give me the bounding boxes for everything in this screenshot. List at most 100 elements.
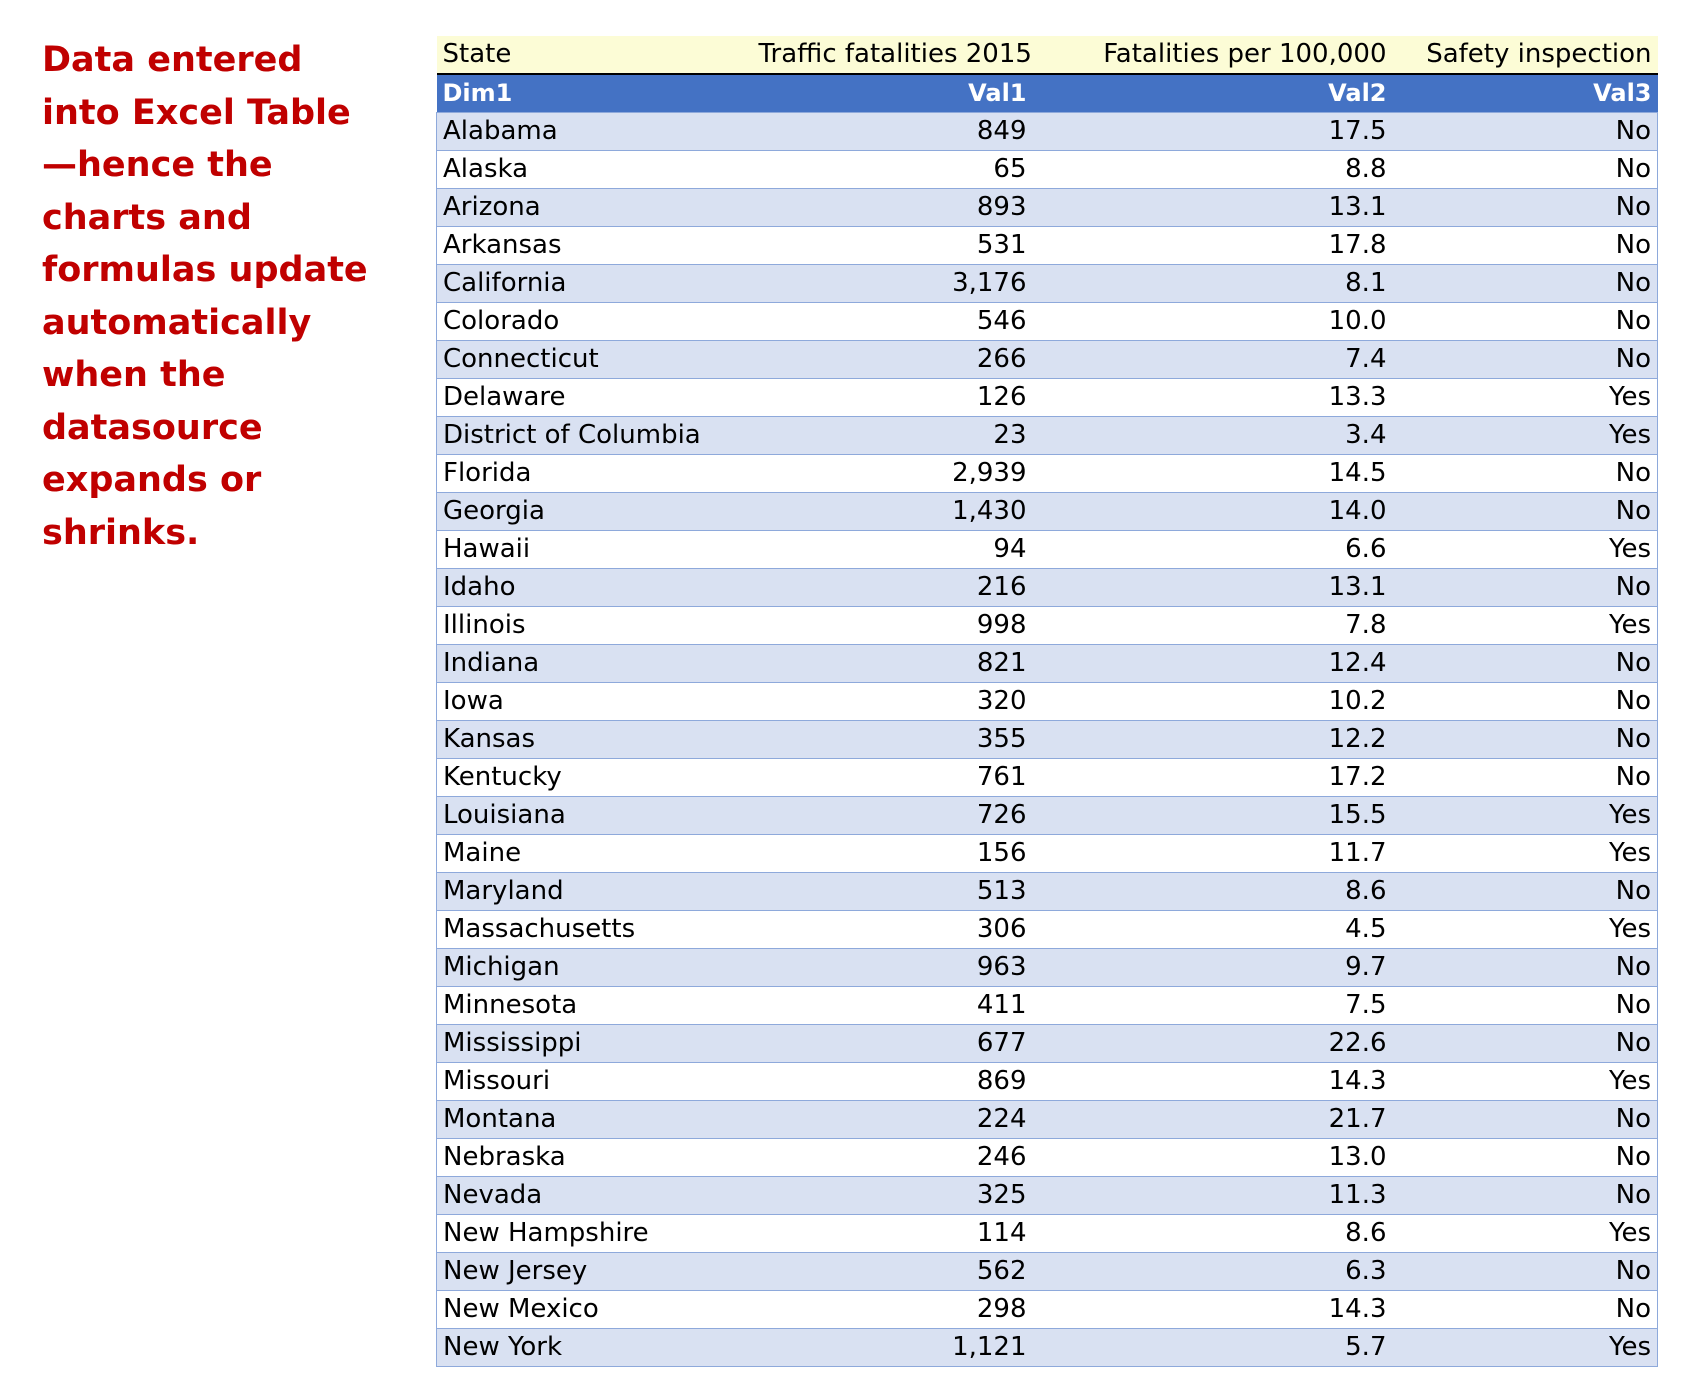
state-cell[interactable]: District of Columbia [436, 416, 753, 455]
title-cell-fatalities-per-100000[interactable]: Fatalities per 100,000 [1032, 36, 1393, 75]
fatalities-per-100000-cell[interactable]: 14.3 [1032, 1062, 1393, 1101]
safety-inspection-cell[interactable]: No [1392, 1176, 1658, 1215]
state-cell[interactable]: Mississippi [436, 1024, 753, 1063]
fatalities-per-100000-cell[interactable]: 11.7 [1032, 834, 1393, 873]
title-cell-safety-inspection[interactable]: Safety inspection [1392, 36, 1658, 75]
traffic-fatalities-cell[interactable]: 546 [752, 302, 1033, 341]
state-cell[interactable]: Arizona [436, 188, 753, 227]
state-cell[interactable]: Nevada [436, 1176, 753, 1215]
state-cell[interactable]: New Mexico [436, 1290, 753, 1329]
state-cell[interactable]: Arkansas [436, 226, 753, 265]
traffic-fatalities-cell[interactable]: 114 [752, 1214, 1033, 1253]
traffic-fatalities-cell[interactable]: 998 [752, 606, 1033, 645]
fatalities-per-100000-cell[interactable]: 13.1 [1032, 568, 1393, 607]
safety-inspection-cell[interactable]: No [1392, 1024, 1658, 1063]
safety-inspection-cell[interactable]: No [1392, 682, 1658, 721]
safety-inspection-cell[interactable]: No [1392, 568, 1658, 607]
safety-inspection-cell[interactable]: No [1392, 1100, 1658, 1139]
fatalities-per-100000-cell[interactable]: 12.4 [1032, 644, 1393, 683]
fatalities-per-100000-cell[interactable]: 10.2 [1032, 682, 1393, 721]
safety-inspection-cell[interactable]: No [1392, 264, 1658, 303]
state-cell[interactable]: Alaska [436, 150, 753, 189]
traffic-fatalities-cell[interactable]: 306 [752, 910, 1033, 949]
state-cell[interactable]: Georgia [436, 492, 753, 531]
fatalities-per-100000-cell[interactable]: 17.8 [1032, 226, 1393, 265]
traffic-fatalities-cell[interactable]: 298 [752, 1290, 1033, 1329]
state-cell[interactable]: Maryland [436, 872, 753, 911]
fatalities-per-100000-cell[interactable]: 13.0 [1032, 1138, 1393, 1177]
fatalities-per-100000-cell[interactable]: 14.3 [1032, 1290, 1393, 1329]
safety-inspection-cell[interactable]: Yes [1392, 834, 1658, 873]
fatalities-per-100000-cell[interactable]: 4.5 [1032, 910, 1393, 949]
state-cell[interactable]: Kentucky [436, 758, 753, 797]
fatalities-per-100000-cell[interactable]: 7.5 [1032, 986, 1393, 1025]
traffic-fatalities-cell[interactable]: 3,176 [752, 264, 1033, 303]
state-cell[interactable]: New Jersey [436, 1252, 753, 1291]
traffic-fatalities-cell[interactable]: 325 [752, 1176, 1033, 1215]
traffic-fatalities-cell[interactable]: 224 [752, 1100, 1033, 1139]
safety-inspection-cell[interactable]: No [1392, 948, 1658, 987]
fatalities-per-100000-cell[interactable]: 8.6 [1032, 872, 1393, 911]
traffic-fatalities-cell[interactable]: 562 [752, 1252, 1033, 1291]
safety-inspection-cell[interactable]: Yes [1392, 1062, 1658, 1101]
state-cell[interactable]: Louisiana [436, 796, 753, 835]
fatalities-per-100000-cell[interactable]: 8.6 [1032, 1214, 1393, 1253]
state-cell[interactable]: Iowa [436, 682, 753, 721]
safety-inspection-cell[interactable]: No [1392, 302, 1658, 341]
title-cell-traffic-fatalities[interactable]: Traffic fatalities 2015 [752, 36, 1033, 75]
traffic-fatalities-cell[interactable]: 1,121 [752, 1328, 1033, 1367]
traffic-fatalities-cell[interactable]: 2,939 [752, 454, 1033, 493]
traffic-fatalities-cell[interactable]: 94 [752, 530, 1033, 569]
state-cell[interactable]: Montana [436, 1100, 753, 1139]
safety-inspection-cell[interactable]: No [1392, 1138, 1658, 1177]
safety-inspection-cell[interactable]: No [1392, 986, 1658, 1025]
state-cell[interactable]: Missouri [436, 1062, 753, 1101]
state-cell[interactable]: Hawaii [436, 530, 753, 569]
state-cell[interactable]: Illinois [436, 606, 753, 645]
state-cell[interactable]: New York [436, 1328, 753, 1367]
traffic-fatalities-cell[interactable]: 126 [752, 378, 1033, 417]
traffic-fatalities-cell[interactable]: 266 [752, 340, 1033, 379]
header-cell-val3[interactable]: Val3 [1392, 74, 1658, 113]
traffic-fatalities-cell[interactable]: 156 [752, 834, 1033, 873]
traffic-fatalities-cell[interactable]: 216 [752, 568, 1033, 607]
state-cell[interactable]: Minnesota [436, 986, 753, 1025]
safety-inspection-cell[interactable]: No [1392, 758, 1658, 797]
traffic-fatalities-cell[interactable]: 849 [752, 112, 1033, 151]
safety-inspection-cell[interactable]: No [1392, 454, 1658, 493]
state-cell[interactable]: Delaware [436, 378, 753, 417]
traffic-fatalities-cell[interactable]: 1,430 [752, 492, 1033, 531]
fatalities-per-100000-cell[interactable]: 6.6 [1032, 530, 1393, 569]
safety-inspection-cell[interactable]: No [1392, 720, 1658, 759]
fatalities-per-100000-cell[interactable]: 13.1 [1032, 188, 1393, 227]
safety-inspection-cell[interactable]: No [1392, 1290, 1658, 1329]
fatalities-per-100000-cell[interactable]: 15.5 [1032, 796, 1393, 835]
state-cell[interactable]: Colorado [436, 302, 753, 341]
traffic-fatalities-cell[interactable]: 869 [752, 1062, 1033, 1101]
fatalities-per-100000-cell[interactable]: 17.5 [1032, 112, 1393, 151]
traffic-fatalities-cell[interactable]: 320 [752, 682, 1033, 721]
safety-inspection-cell[interactable]: No [1392, 492, 1658, 531]
safety-inspection-cell[interactable]: No [1392, 150, 1658, 189]
fatalities-per-100000-cell[interactable]: 17.2 [1032, 758, 1393, 797]
state-cell[interactable]: Florida [436, 454, 753, 493]
safety-inspection-cell[interactable]: No [1392, 188, 1658, 227]
safety-inspection-cell[interactable]: No [1392, 340, 1658, 379]
title-cell-state[interactable]: State [436, 36, 753, 75]
state-cell[interactable]: Kansas [436, 720, 753, 759]
safety-inspection-cell[interactable]: Yes [1392, 1328, 1658, 1367]
fatalities-per-100000-cell[interactable]: 7.8 [1032, 606, 1393, 645]
fatalities-per-100000-cell[interactable]: 6.3 [1032, 1252, 1393, 1291]
safety-inspection-cell[interactable]: No [1392, 226, 1658, 265]
safety-inspection-cell[interactable]: No [1392, 872, 1658, 911]
fatalities-per-100000-cell[interactable]: 9.7 [1032, 948, 1393, 987]
traffic-fatalities-cell[interactable]: 23 [752, 416, 1033, 455]
state-cell[interactable]: Idaho [436, 568, 753, 607]
traffic-fatalities-cell[interactable]: 821 [752, 644, 1033, 683]
traffic-fatalities-cell[interactable]: 355 [752, 720, 1033, 759]
traffic-fatalities-cell[interactable]: 963 [752, 948, 1033, 987]
fatalities-per-100000-cell[interactable]: 22.6 [1032, 1024, 1393, 1063]
state-cell[interactable]: Michigan [436, 948, 753, 987]
traffic-fatalities-cell[interactable]: 65 [752, 150, 1033, 189]
state-cell[interactable]: Massachusetts [436, 910, 753, 949]
